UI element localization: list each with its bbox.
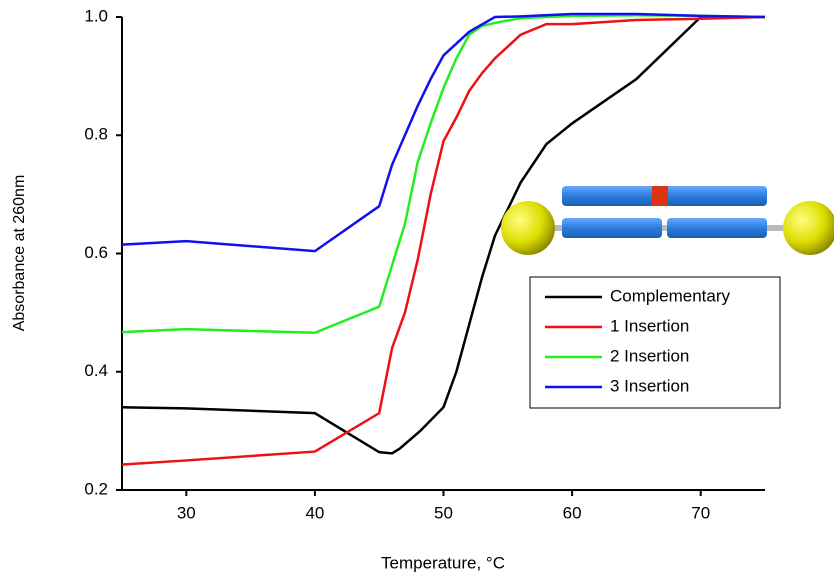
legend-label: 1 Insertion <box>610 316 689 335</box>
data-line <box>121 15 766 466</box>
data-line <box>121 15 765 455</box>
illustration <box>501 186 834 255</box>
y-tick-label: 0.2 <box>84 479 108 498</box>
legend-label: Complementary <box>610 286 730 305</box>
y-tick-label: 0.8 <box>84 125 108 144</box>
x-tick-label: 50 <box>434 503 453 522</box>
y-tick-label: 0.4 <box>84 361 108 380</box>
y-axis-label: Absorbance at 260nm <box>11 175 28 332</box>
x-tick-label: 60 <box>563 503 582 522</box>
data-line <box>121 13 766 334</box>
x-axis-label: Temperature, °C <box>381 553 505 572</box>
x-tick-label: 70 <box>691 503 710 522</box>
y-tick-label: 1.0 <box>84 6 108 25</box>
y-tick-label: 0.6 <box>84 243 108 262</box>
legend-label: 2 Insertion <box>610 346 689 365</box>
x-tick-label: 40 <box>305 503 324 522</box>
x-tick-label: 30 <box>177 503 196 522</box>
data-line <box>121 12 766 253</box>
legend-label: 3 Insertion <box>610 376 689 395</box>
